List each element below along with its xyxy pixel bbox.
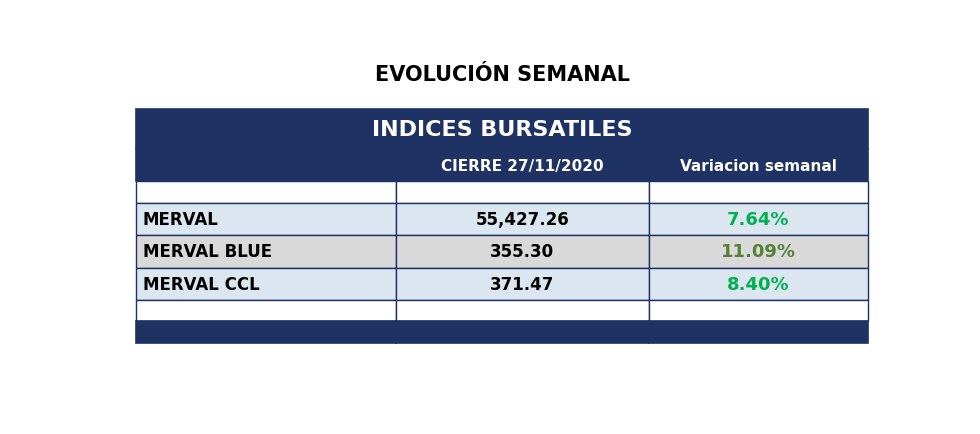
Bar xyxy=(396,182,649,204)
Bar xyxy=(136,300,396,322)
Bar xyxy=(649,150,868,182)
Text: CIERRE 27/11/2020: CIERRE 27/11/2020 xyxy=(441,158,604,173)
Bar xyxy=(649,236,868,268)
Bar xyxy=(649,204,868,236)
Text: 371.47: 371.47 xyxy=(490,275,555,293)
Bar xyxy=(136,322,396,343)
Text: Variacion semanal: Variacion semanal xyxy=(680,158,837,173)
Bar xyxy=(649,268,868,300)
Bar xyxy=(136,268,396,300)
Bar xyxy=(396,236,649,268)
Bar xyxy=(396,150,649,182)
Text: EVOLUCIÓN SEMANAL: EVOLUCIÓN SEMANAL xyxy=(374,65,630,85)
Text: MERVAL BLUE: MERVAL BLUE xyxy=(143,243,271,261)
Bar xyxy=(136,110,868,150)
Bar xyxy=(136,150,396,182)
Text: MERVAL: MERVAL xyxy=(143,210,219,229)
Bar xyxy=(396,300,649,322)
Text: 11.09%: 11.09% xyxy=(721,243,796,261)
Bar xyxy=(649,300,868,322)
Bar xyxy=(136,182,396,204)
Bar xyxy=(136,204,396,236)
Text: 8.40%: 8.40% xyxy=(727,275,790,293)
Text: 55,427.26: 55,427.26 xyxy=(475,210,569,229)
Text: INDICES BURSATILES: INDICES BURSATILES xyxy=(372,120,632,140)
Text: 7.64%: 7.64% xyxy=(727,210,790,229)
Text: MERVAL CCL: MERVAL CCL xyxy=(143,275,260,293)
Text: 355.30: 355.30 xyxy=(490,243,555,261)
Bar xyxy=(649,182,868,204)
Bar xyxy=(396,204,649,236)
Bar xyxy=(649,322,868,343)
Bar xyxy=(396,322,649,343)
Bar xyxy=(136,236,396,268)
Bar xyxy=(396,268,649,300)
